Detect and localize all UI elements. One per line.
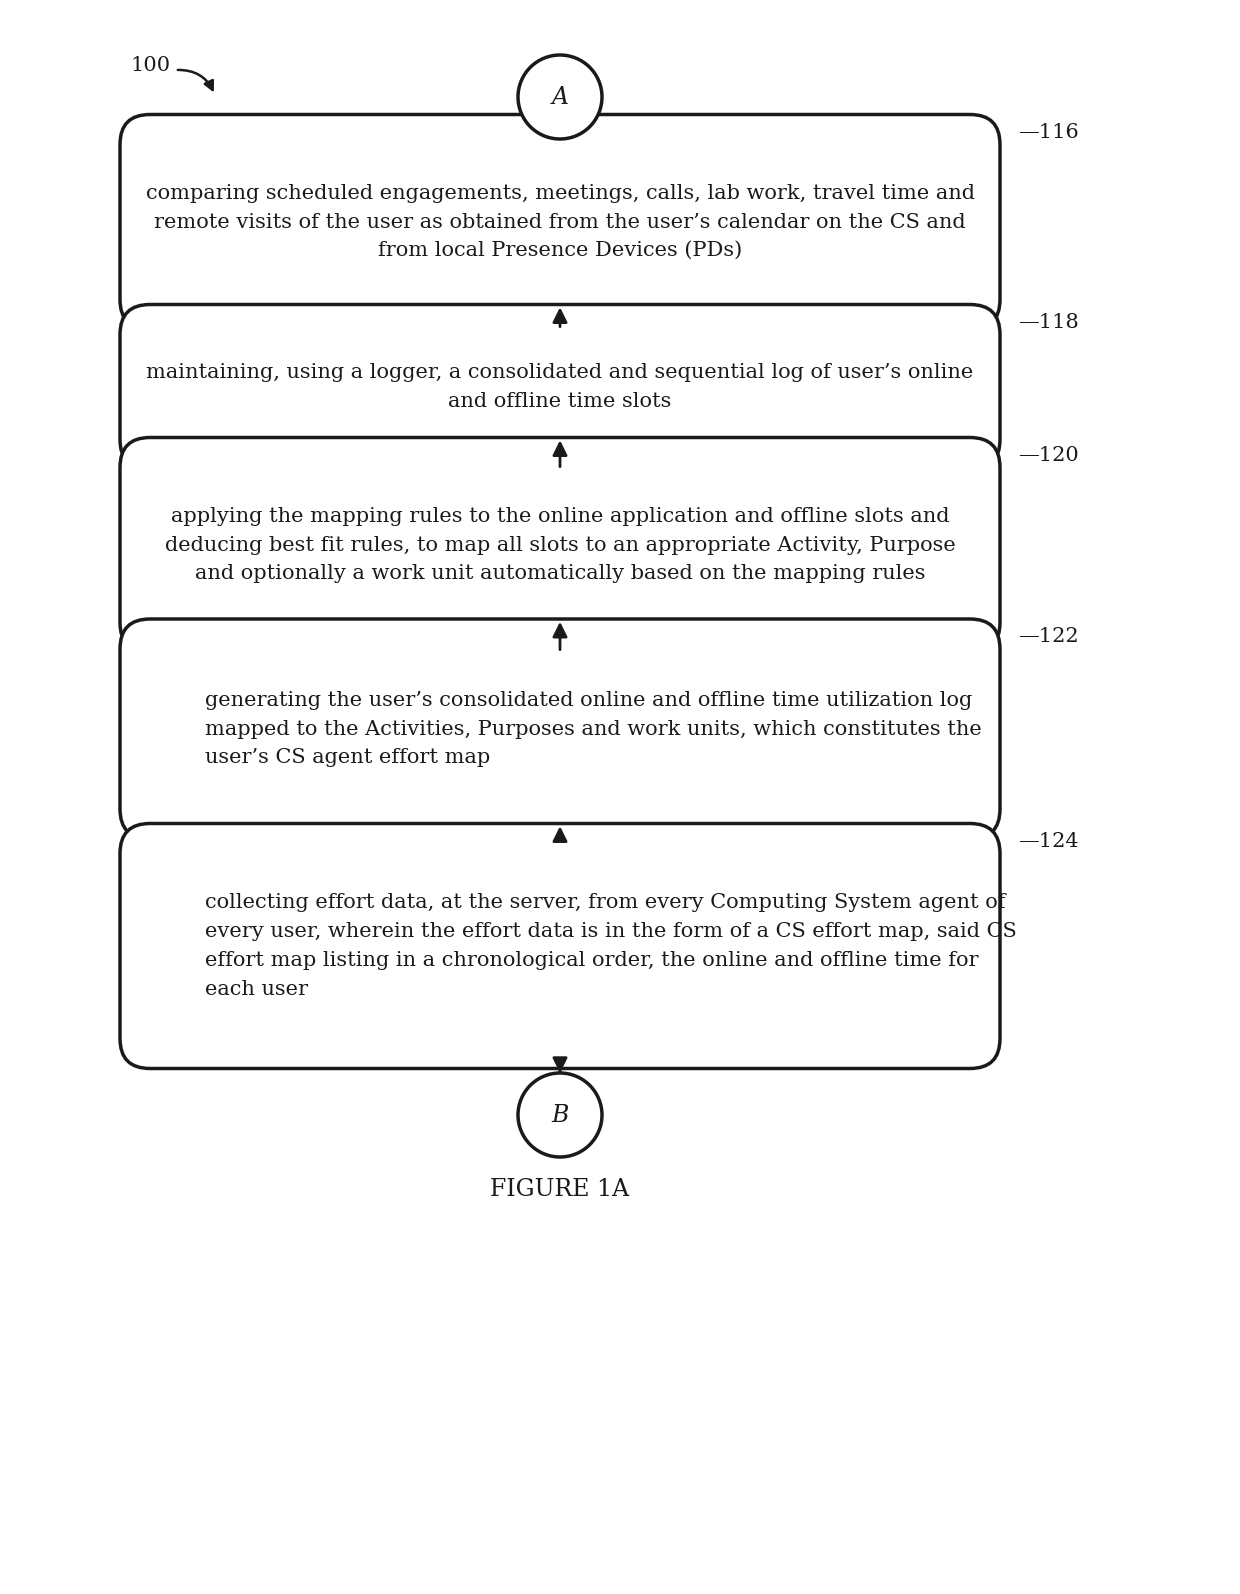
Text: —116: —116 xyxy=(1018,123,1079,142)
Text: B: B xyxy=(552,1103,569,1127)
Text: A: A xyxy=(552,86,568,108)
Circle shape xyxy=(518,56,601,139)
FancyBboxPatch shape xyxy=(120,304,999,470)
Text: —120: —120 xyxy=(1018,445,1079,464)
FancyBboxPatch shape xyxy=(120,437,999,652)
Text: maintaining, using a logger, a consolidated and sequential log of user’s online
: maintaining, using a logger, a consolida… xyxy=(146,363,973,411)
Text: applying the mapping rules to the online application and offline slots and
deduc: applying the mapping rules to the online… xyxy=(165,507,955,583)
Text: —118: —118 xyxy=(1018,312,1079,332)
Text: collecting effort data, at the server, from every Computing System agent of
ever: collecting effort data, at the server, f… xyxy=(205,893,1017,998)
FancyBboxPatch shape xyxy=(120,824,999,1068)
Text: comparing scheduled engagements, meetings, calls, lab work, travel time and
remo: comparing scheduled engagements, meeting… xyxy=(145,183,975,260)
Text: —122: —122 xyxy=(1018,626,1079,646)
FancyBboxPatch shape xyxy=(120,618,999,838)
Text: FIGURE 1A: FIGURE 1A xyxy=(491,1178,630,1202)
Text: 100: 100 xyxy=(130,56,170,75)
Text: generating the user’s consolidated online and offline time utilization log
mappe: generating the user’s consolidated onlin… xyxy=(205,690,982,767)
Text: —124: —124 xyxy=(1018,832,1079,851)
FancyBboxPatch shape xyxy=(120,115,999,330)
Circle shape xyxy=(518,1073,601,1157)
